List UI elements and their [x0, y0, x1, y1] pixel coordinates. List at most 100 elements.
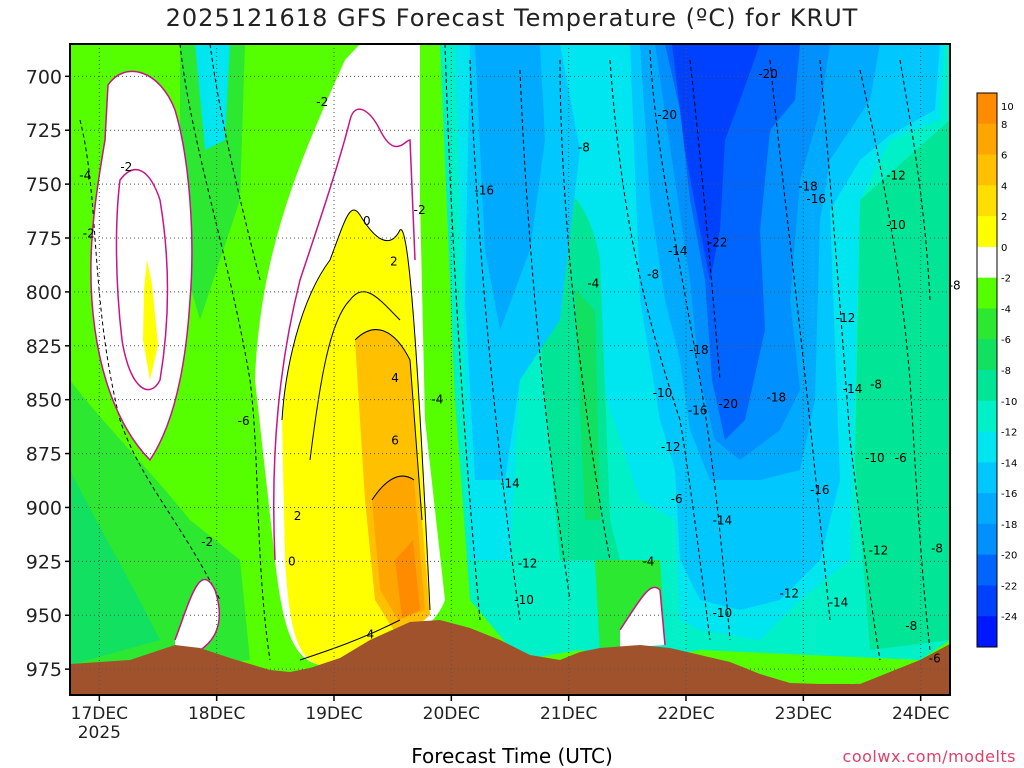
contour-label: -12	[779, 587, 799, 601]
contour-label: -8	[578, 140, 590, 154]
colorbar: 8 10 6 4 2 0 -2 -4 -6 -8 -10 -12 -14 -16 -18 -20 -22 -24	[976, 92, 1017, 648]
colorbar-label: -2	[1001, 274, 1011, 285]
y-axis: 700 725 750 775 800 825 850 875 900 925 950 975	[26, 66, 70, 681]
colorbar-label: 0	[1001, 243, 1007, 254]
credit-link[interactable]: coolwx.com/modelts	[842, 747, 1016, 766]
contour-label: -10	[514, 593, 534, 607]
contour-label: 4	[391, 371, 399, 385]
colorbar-label: -6	[1001, 335, 1011, 346]
x-tick-sublabel: 2025	[78, 723, 121, 743]
colorbar-swatch	[977, 277, 997, 309]
contour-label: 0	[363, 214, 371, 228]
colorbar-label: -22	[1001, 581, 1017, 592]
x-tick-label: 17DEC	[71, 704, 128, 724]
colorbar-swatch	[977, 462, 997, 494]
region-minus4-mid	[180, 44, 245, 320]
contour-label: 2	[390, 255, 398, 269]
contour-label: -8	[870, 378, 882, 392]
contour-label: -10	[653, 386, 673, 400]
y-tick-label: 825	[26, 336, 62, 358]
plot-field	[70, 44, 950, 695]
contour-label: -18	[798, 179, 818, 193]
y-tick-label: 975	[26, 659, 62, 681]
colorbar-label: -4	[1001, 304, 1011, 315]
contour-label: -12	[869, 544, 889, 558]
region-minus6-band	[575, 290, 600, 520]
contour-label: -8	[905, 619, 917, 633]
contour-label: -18	[689, 343, 709, 357]
contour-label: -16	[688, 403, 708, 417]
contour-label: -6	[671, 492, 683, 506]
colorbar-swatch	[977, 370, 997, 402]
colorbar-label: 4	[1001, 181, 1007, 192]
contour-label: -4	[642, 554, 654, 568]
contour-label: -10	[713, 606, 733, 620]
contour-label: -14	[843, 382, 863, 396]
plot-frame	[69, 43, 951, 696]
x-tick-label: 22DEC	[657, 704, 714, 724]
colorbar-swatch	[977, 554, 997, 586]
y-tick-label: 700	[26, 66, 62, 88]
x-tick-label: 19DEC	[305, 704, 362, 724]
region-white-bottomright	[620, 587, 665, 648]
y-tick-label: 775	[26, 228, 62, 250]
region-minus6-left	[70, 470, 160, 665]
contour-label: -6	[895, 451, 907, 465]
contour-label: -14	[500, 477, 520, 491]
colorbar-swatch	[977, 493, 997, 525]
contour-label: -14	[829, 595, 849, 609]
colorbar-swatch	[977, 523, 997, 556]
x-axis-label: Forecast Time (UTC)	[411, 744, 613, 768]
contour-label: -8	[647, 268, 659, 282]
contour-labels: -4-2-2-20-2246420-2-6-4-16-14-12-10-8-4-…	[79, 67, 960, 665]
colorbar-swatch	[977, 154, 997, 186]
colorbar-label: 10	[1001, 102, 1014, 113]
dashed-contours	[79, 44, 931, 661]
y-tick-label: 900	[26, 497, 62, 519]
y-tick-label: 950	[26, 605, 62, 627]
contour-label: -20	[718, 397, 738, 411]
y-tick-label: 725	[26, 120, 62, 142]
contour-label: -2	[120, 160, 132, 174]
region-white-low	[175, 579, 220, 660]
contour-label: -10	[865, 451, 885, 465]
contour-label: -2	[316, 95, 328, 109]
contour-label: -16	[806, 192, 826, 206]
chart-title: 2025121618 GFS Forecast Temperature (ºC)…	[165, 4, 859, 32]
colorbar-swatch	[977, 123, 997, 156]
colorbar-label: -20	[1001, 551, 1017, 562]
colorbar-label: -16	[1001, 489, 1017, 500]
colorbar-swatch	[977, 308, 997, 340]
y-tick-label: 875	[26, 444, 62, 466]
contour-label: 0	[288, 554, 296, 568]
contour-label: -8	[949, 278, 961, 292]
x-tick-label: 21DEC	[540, 704, 597, 724]
region-yellow-left	[143, 260, 158, 380]
colorbar-frame	[976, 92, 998, 648]
contour-label: -8	[931, 541, 943, 555]
contour-label: -16	[474, 184, 494, 198]
contour-label: -20	[758, 67, 778, 81]
y-tick-label: 925	[26, 551, 62, 573]
y-tick-label: 850	[26, 390, 62, 412]
contour-label: -10	[886, 218, 906, 232]
contour-label: -4	[587, 276, 599, 290]
contour-label: -6	[929, 651, 941, 665]
contour-label: -12	[836, 311, 856, 325]
x-tick-label: 18DEC	[188, 704, 245, 724]
colorbar-swatch	[977, 431, 997, 463]
region-cyan-topleft	[195, 44, 230, 150]
terrain-ground	[70, 620, 950, 695]
contour-label: -16	[810, 483, 830, 497]
solid-contours	[281, 209, 431, 661]
colorbar-label: 2	[1001, 212, 1007, 223]
y-tick-label: 750	[26, 174, 62, 196]
contour-label: -2	[201, 535, 213, 549]
colorbar-swatch	[977, 616, 997, 648]
contour-label: -6	[238, 414, 250, 428]
contour-label: -22	[708, 235, 728, 249]
contour-label: -12	[661, 440, 681, 454]
colorbar-swatch	[977, 93, 997, 125]
